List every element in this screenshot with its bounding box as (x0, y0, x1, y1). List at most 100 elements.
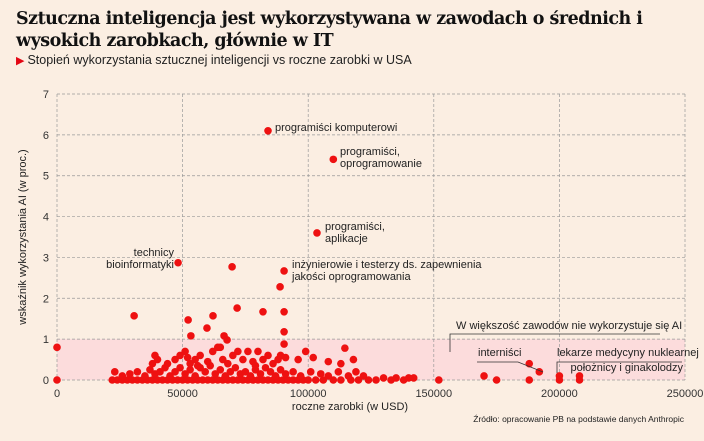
tick-labels: 0 1 2 3 4 5 6 7 0 50000 100000 150000 200000 250000 (43, 89, 703, 400)
data-point (148, 359, 157, 368)
y-tick-label: 2 (43, 293, 49, 305)
annotation-label: inżynierowie i testerzy ds. zapewnienia (292, 259, 482, 271)
data-point (259, 307, 267, 316)
data-point (187, 332, 195, 340)
data-point (208, 347, 217, 356)
data-point (306, 368, 315, 376)
data-point (130, 312, 138, 320)
data-point (337, 359, 345, 368)
data-point (196, 351, 204, 360)
annotation-label: aplikacje (325, 233, 368, 245)
data-point (276, 351, 285, 360)
data-point (354, 376, 363, 384)
data-point (276, 365, 285, 374)
data-point (525, 376, 534, 384)
data-point (309, 353, 318, 362)
data-point (492, 376, 501, 384)
data-point (151, 351, 159, 360)
data-point (480, 372, 488, 380)
y-tick-label: 4 (43, 212, 49, 224)
y-tick-label: 1 (43, 334, 49, 346)
data-point (555, 376, 564, 384)
data-point (311, 376, 320, 384)
x-tick-label: 250000 (667, 388, 704, 400)
data-point (329, 376, 338, 384)
data-point (186, 365, 194, 374)
annotation-label: W większość zawodów nie wykorzystuje się… (456, 320, 682, 332)
data-point (126, 370, 134, 378)
data-point (261, 363, 270, 372)
annotation-label: położnicy i ginakolodzy (570, 362, 683, 374)
data-point (304, 376, 313, 384)
data-point (184, 316, 192, 324)
y-tick-label: 5 (43, 171, 49, 183)
data-point (324, 357, 333, 366)
data-point (118, 372, 127, 380)
x-tick-label: 50000 (167, 388, 198, 400)
data-point (211, 370, 220, 378)
data-point (221, 372, 230, 380)
y-tick-label: 3 (43, 252, 49, 264)
annotation-label: programiści, (340, 146, 400, 158)
annotation-label: jakości oprogramowania (291, 271, 411, 283)
data-point (575, 376, 584, 384)
data-point (191, 355, 199, 364)
annotation-label: programiści komputerowi (275, 122, 397, 134)
data-point (191, 372, 199, 380)
data-point (176, 363, 184, 372)
x-tick-label: 200000 (541, 388, 578, 400)
data-point (364, 376, 373, 384)
data-point (266, 368, 275, 376)
data-point (329, 155, 338, 164)
data-point (174, 258, 182, 267)
data-point (264, 126, 272, 135)
data-point (379, 374, 388, 382)
data-point (372, 376, 380, 384)
annotation-label: technicy (134, 247, 175, 259)
data-point (203, 357, 212, 366)
data-point (218, 355, 227, 364)
data-point (53, 343, 61, 352)
data-point (271, 372, 280, 380)
data-point (409, 374, 418, 382)
data-point (234, 347, 242, 356)
data-point (352, 368, 360, 376)
annotation-label: bioinformatyki (106, 259, 174, 271)
data-point (203, 324, 211, 332)
y-tick-label: 7 (43, 89, 49, 101)
data-point (223, 336, 231, 344)
x-tick-label: 150000 (415, 388, 452, 400)
data-point (316, 370, 325, 378)
data-point (280, 340, 288, 348)
x-tick-label: 0 (54, 388, 60, 400)
data-point (216, 343, 225, 352)
grid (56, 93, 686, 381)
data-point (193, 361, 202, 370)
data-point (181, 370, 189, 378)
data-point (226, 368, 235, 376)
source-note: Źródło: opracowanie PB na podstawie dany… (473, 414, 684, 424)
annotation-label: oprogramowanie (340, 158, 422, 170)
data-point (244, 347, 252, 356)
y-tick-label: 0 (43, 375, 49, 387)
data-point (337, 376, 345, 384)
x-tick-label: 100000 (290, 388, 327, 400)
data-point (209, 312, 217, 320)
y-tick-label: 6 (43, 130, 49, 142)
data-point (319, 376, 328, 384)
data-point (241, 368, 250, 376)
data-point (259, 355, 267, 364)
data-point (171, 355, 179, 364)
data-point (183, 353, 192, 362)
data-points (53, 126, 584, 384)
data-point (163, 359, 172, 368)
data-point (349, 355, 358, 364)
data-point (176, 351, 184, 360)
annotation-label: programiści, (325, 221, 385, 233)
data-point (133, 368, 142, 376)
data-point (435, 376, 443, 384)
data-point (186, 359, 194, 368)
annotation-line (449, 333, 660, 352)
data-point (239, 355, 247, 364)
